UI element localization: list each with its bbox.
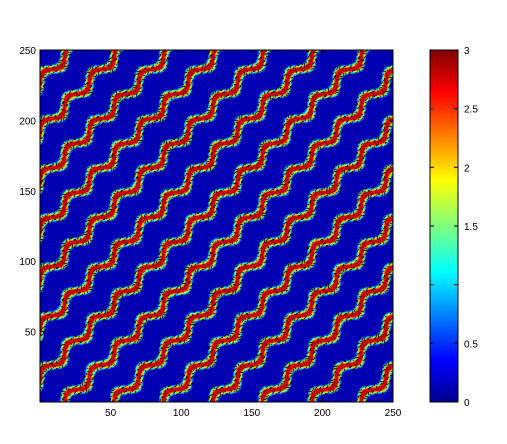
y-tick-label: 150 [19,187,36,198]
colorbar-gradient [430,50,458,402]
colorbar-tick-label: 0 [464,398,470,409]
colorbar-tick-label: 1.5 [464,222,478,233]
x-tick-label: 100 [173,408,190,419]
y-tick-label: 250 [19,46,36,57]
colorbar-tick-label: 2 [464,163,470,174]
colorbar-tick-label: 3 [464,46,470,57]
x-axis-ticks: 50 100 150 200 250 [105,50,402,419]
colorbar-ticks: 0 0.5 1.5 2 2.5 3 [430,46,478,409]
colorbar: 0 0.5 1.5 2 2.5 3 [429,46,478,409]
x-tick-label: 250 [385,408,402,419]
heatmap-image-wrapper [40,50,393,402]
x-tick-label: 50 [105,408,117,419]
colorbar-tick-label: 2.5 [464,105,478,116]
x-tick-label: 150 [243,408,260,419]
colorbar-tick-label: 0.5 [464,339,478,350]
y-axis-ticks: 50 100 150 200 250 [19,46,393,339]
x-tick-label: 200 [314,408,331,419]
heatmap-axes: 50 100 150 200 250 50 100 150 200 250 [19,46,401,419]
y-tick-label: 200 [19,116,36,127]
y-tick-label: 100 [19,257,36,268]
heatmap-image [40,50,393,402]
heatmap-frame [39,49,394,403]
y-tick-label: 50 [25,328,37,339]
